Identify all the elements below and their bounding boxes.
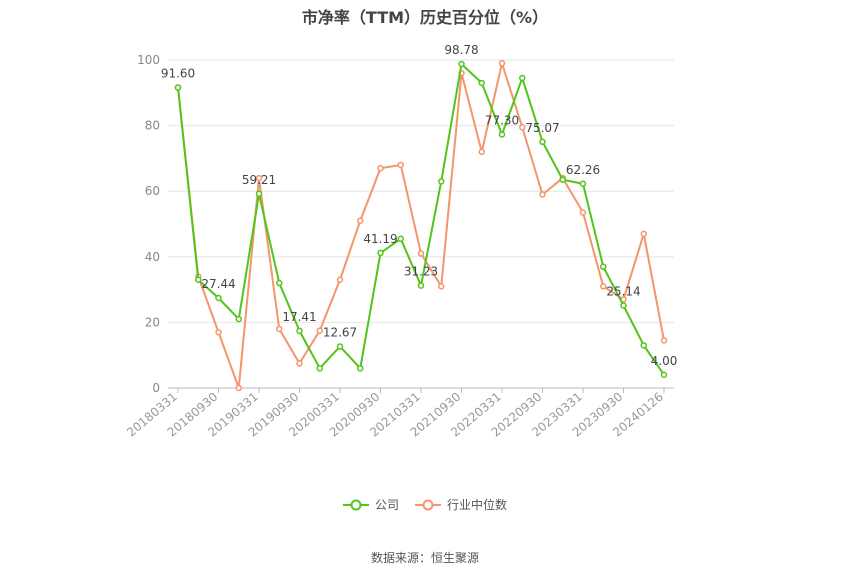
source-note: 数据来源：恒生聚源: [370, 551, 479, 565]
legend-label-industry-median: 行业中位数: [447, 498, 508, 512]
data-point-industry-median: [498, 60, 506, 67]
data-point-company: [600, 263, 607, 270]
data-label: 17.41: [282, 310, 316, 324]
data-point-company: [417, 282, 425, 289]
data-point-company: [195, 276, 202, 284]
data-label: 59.21: [242, 173, 276, 187]
data-label: 91.60: [161, 67, 195, 81]
data-point-industry-median: [640, 230, 647, 238]
data-point-industry-median: [397, 161, 404, 169]
series-line-industry-median: [177, 62, 665, 389]
legend-item-company[interactable]: 公司: [342, 496, 399, 513]
data-point-industry-median: [235, 384, 242, 392]
y-tick-label: 20: [145, 315, 160, 329]
data-point-company: [579, 180, 587, 188]
series-lines: [174, 60, 668, 392]
y-tick-label: 60: [145, 184, 160, 198]
data-point-industry-median: [377, 164, 384, 172]
data-label: 31.23: [404, 265, 438, 279]
data-point-industry-median: [357, 217, 364, 224]
data-label: 27.44: [201, 277, 235, 291]
data-labels: 91.60 27.44 59.21 17.41 12.67 41.19 31.23 98.78…: [161, 43, 678, 368]
data-point-industry-median: [316, 327, 323, 334]
data-point-company: [377, 249, 384, 257]
data-point-company: [174, 84, 182, 91]
data-point-industry-median: [660, 337, 668, 344]
data-point-industry-median: [215, 328, 222, 336]
data-label: 41.19: [363, 232, 397, 246]
data-point-industry-median: [296, 360, 303, 367]
data-point-company: [357, 365, 364, 372]
data-point-company: [235, 315, 242, 323]
data-point-industry-median: [600, 283, 607, 290]
data-point-company: [539, 138, 546, 146]
data-label: 12.67: [323, 325, 357, 339]
y-tick-label: 80: [145, 119, 160, 133]
legend-label-company: 公司: [374, 498, 399, 512]
data-label: 98.78: [444, 43, 478, 57]
data-point-industry-median: [417, 250, 425, 257]
data-point-company: [620, 302, 627, 309]
data-point-company: [559, 176, 566, 183]
data-point-company: [316, 365, 323, 372]
grid-lines: [168, 59, 674, 323]
series-line-company: [177, 63, 665, 376]
data-point-company: [478, 79, 485, 87]
data-point-company: [640, 342, 647, 349]
y-tick-label: 40: [145, 250, 160, 264]
data-point-industry-median: [255, 174, 263, 182]
chart-title: 市净率（TTM）历史百分位（%）: [301, 8, 549, 27]
data-point-company: [336, 343, 344, 350]
legend-item-industry-median[interactable]: 行业中位数: [415, 496, 507, 513]
legend-marker-industry-median: [415, 499, 441, 510]
data-label: 4.00: [651, 354, 678, 368]
data-point-industry-median: [336, 276, 344, 284]
data-point-company: [660, 371, 668, 379]
data-point-company: [255, 190, 263, 198]
data-point-company: [458, 60, 465, 68]
data-point-company: [397, 235, 404, 243]
data-point-industry-median: [276, 325, 283, 333]
data-label: 75.07: [525, 121, 559, 135]
data-label: 77.30: [485, 113, 519, 127]
data-point-company: [296, 327, 303, 335]
data-point-company: [498, 131, 506, 138]
y-tick-label: 0: [152, 381, 160, 395]
data-point-industry-median: [539, 191, 546, 198]
data-label: 62.26: [566, 163, 600, 177]
data-point-company: [276, 279, 283, 287]
legend: 公司 行业中位数: [0, 496, 850, 513]
data-point-company: [519, 74, 526, 82]
data-point-industry-median: [438, 283, 445, 290]
data-point-industry-median: [519, 123, 526, 131]
legend-marker-company: [342, 499, 369, 510]
y-tick-label: 100: [137, 53, 160, 67]
data-point-company: [438, 178, 445, 185]
data-label: 25.14: [606, 285, 640, 299]
data-point-industry-median: [579, 209, 587, 216]
data-point-company: [215, 294, 222, 302]
data-point-industry-median: [478, 148, 485, 156]
